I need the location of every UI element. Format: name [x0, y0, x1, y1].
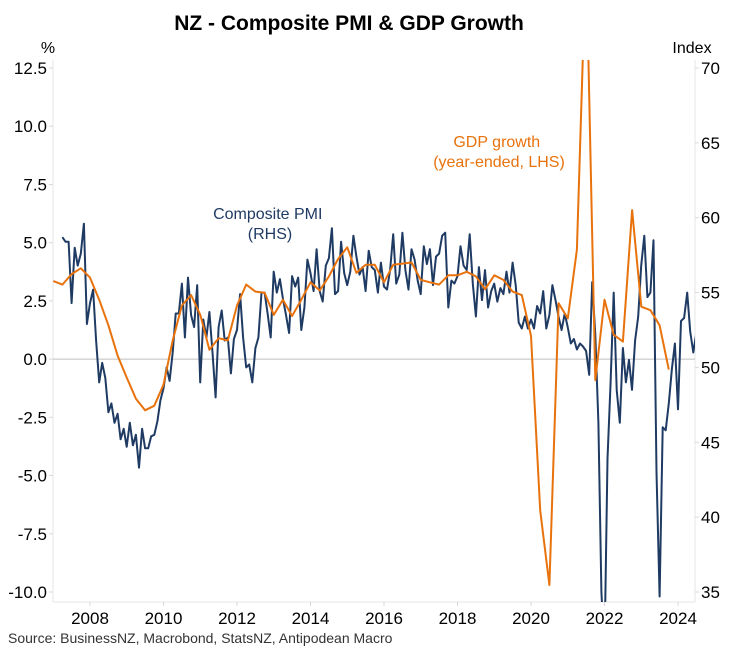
left-tick-label: -7.5 — [18, 525, 47, 544]
series-label-pmi-line1: Composite PMI — [213, 206, 322, 223]
right-tick-label: 60 — [701, 209, 720, 228]
series-label-composite-pmi: Composite PMI (RHS) — [213, 206, 327, 243]
right-axis-ticks: 70 65 60 55 50 45 40 35 — [695, 59, 720, 602]
left-tick-label: 0.0 — [23, 350, 47, 369]
left-tick-label: 10.0 — [14, 117, 47, 136]
right-tick-label: 70 — [701, 59, 720, 78]
left-axis-unit: % — [41, 40, 55, 57]
right-tick-label: 50 — [701, 358, 720, 377]
x-tick-label: 2020 — [512, 609, 550, 628]
right-tick-label: 35 — [701, 583, 720, 602]
left-tick-label: 2.5 — [23, 292, 47, 311]
x-tick-label: 2018 — [439, 609, 477, 628]
x-tick-label: 2008 — [71, 609, 109, 628]
left-tick-label: -5.0 — [18, 467, 47, 486]
series-line-gdp-growth — [53, 60, 670, 586]
left-tick-label: 12.5 — [14, 59, 47, 78]
series-label-gdp-growth: GDP growth (year-ended, LHS) — [433, 134, 565, 171]
left-tick-label: -10.0 — [8, 583, 47, 602]
source-note: Source: BusinessNZ, Macrobond, StatsNZ, … — [8, 630, 393, 646]
x-tick-label: 2024 — [659, 609, 697, 628]
left-tick-label: 5.0 — [23, 234, 47, 253]
x-tick-label: 2016 — [365, 609, 403, 628]
x-tick-label: 2012 — [218, 609, 256, 628]
pmi-points — [62, 223, 737, 597]
series-label-gdp-line2: (year-ended, LHS) — [433, 154, 565, 171]
right-axis-unit: Index — [672, 40, 711, 57]
x-tick-label: 2014 — [292, 609, 330, 628]
right-tick-label: 65 — [701, 134, 720, 153]
series-label-pmi-line2: (RHS) — [248, 226, 292, 243]
right-tick-label: 45 — [701, 433, 720, 452]
x-tick-label: 2022 — [586, 609, 624, 628]
right-tick-label: 40 — [701, 508, 720, 527]
x-axis-ticks: 2008 2010 2012 2014 2016 2018 2020 2022 2024 — [71, 602, 697, 628]
left-tick-label: 7.5 — [23, 175, 47, 194]
series-line-composite-pmi — [61, 222, 695, 602]
series-label-gdp-line1: GDP growth — [453, 134, 540, 151]
left-axis-ticks: 12.5 10.0 7.5 5.0 2.5 0.0 -2.5 -5.0 -7.5 -10.0 — [8, 59, 53, 602]
chart-title: NZ - Composite PMI & GDP Growth — [174, 12, 524, 35]
gdp-points — [53, 210, 669, 586]
right-tick-label: 55 — [701, 284, 720, 303]
x-tick-label: 2010 — [145, 609, 183, 628]
left-tick-label: -2.5 — [18, 408, 47, 427]
